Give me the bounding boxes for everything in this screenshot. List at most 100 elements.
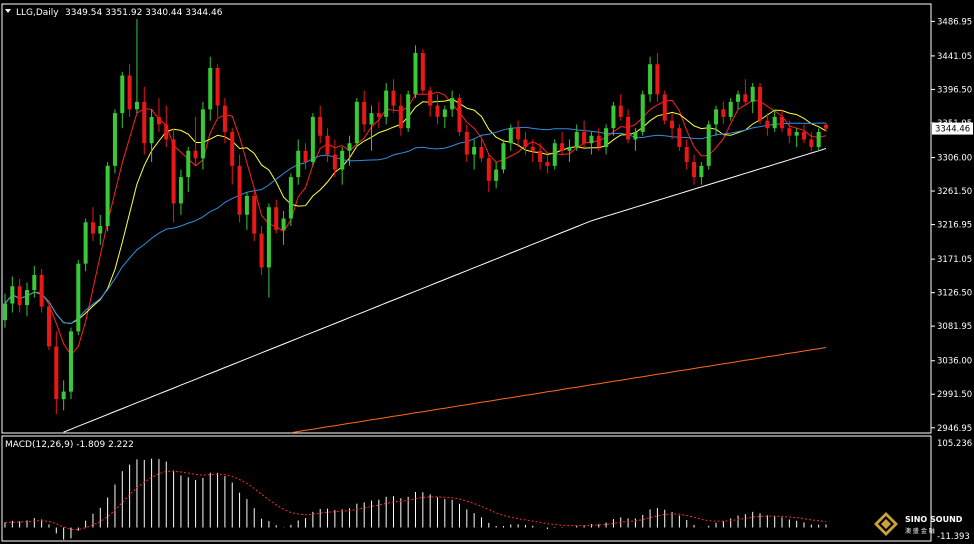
- macd-label: MACD(12,26,9) -1.809 2.222: [5, 440, 134, 450]
- candle-body: [200, 109, 205, 159]
- price-tick-label: 3306.00: [937, 154, 972, 164]
- candle-body: [457, 98, 462, 132]
- candle-body: [596, 135, 601, 147]
- candle-body: [750, 86, 755, 102]
- candle-body: [54, 346, 59, 400]
- candle-body: [98, 226, 103, 234]
- price-tick-label: 3171.05: [937, 255, 972, 265]
- candle-body: [794, 131, 799, 136]
- candle-body: [420, 52, 425, 91]
- price-axis: 3486.953441.053396.503351.953306.003261.…: [931, 17, 973, 434]
- candle-body: [589, 135, 594, 144]
- price-tick-label: 3486.95: [937, 17, 972, 27]
- candle-body: [142, 101, 147, 144]
- candle-body: [538, 150, 543, 163]
- candle-body: [472, 147, 477, 155]
- candle-body: [816, 131, 821, 147]
- candle-body: [699, 165, 704, 178]
- candle-body: [134, 101, 139, 110]
- candle-body: [670, 120, 675, 129]
- candle-body: [112, 113, 117, 166]
- candle-body: [787, 128, 792, 136]
- candle-body: [692, 162, 697, 178]
- candle-body: [362, 101, 367, 125]
- price-tick-label: 2991.50: [937, 390, 972, 400]
- candle-body: [325, 135, 330, 155]
- candle-body: [516, 128, 521, 140]
- candle-body: [76, 263, 81, 332]
- logo-name: SINO SOUND: [905, 515, 963, 524]
- last-price-marker: [932, 122, 973, 135]
- candle-body: [604, 128, 609, 147]
- candle-body: [120, 75, 125, 114]
- candle-body: [310, 116, 315, 163]
- candle-body: [68, 331, 73, 392]
- candle-body: [494, 169, 499, 181]
- candle-body: [186, 150, 191, 178]
- macd-header: MACD(12,26,9) -1.809 2.222: [5, 440, 134, 450]
- ohlc-values: 3349.54 3351.92 3340.44 3344.46: [65, 8, 223, 18]
- macd-pane-border: [1, 435, 932, 542]
- candle-body: [677, 128, 682, 147]
- candle-body: [259, 233, 264, 268]
- price-tick-label: 3441.05: [937, 52, 972, 62]
- candle-body: [10, 286, 15, 304]
- candle-body: [230, 131, 235, 166]
- dropdown-triangle-icon[interactable]: [5, 9, 11, 13]
- candle-body: [684, 147, 689, 163]
- candle-body: [340, 150, 345, 170]
- candle-body: [149, 116, 154, 144]
- price-tick-label: 3396.50: [937, 85, 972, 95]
- candle-body: [464, 131, 469, 155]
- ma10-line: [4, 98, 827, 325]
- candle-body: [32, 274, 37, 290]
- candle-body: [90, 222, 95, 234]
- candle-body: [743, 94, 748, 102]
- moving-average-lines: [4, 91, 827, 434]
- candle-body: [706, 124, 711, 166]
- candle-body: [171, 139, 176, 204]
- last-price-label: 3344.46: [935, 125, 970, 135]
- macd-signal-line: [4, 470, 827, 531]
- candle-body: [523, 139, 528, 147]
- candle-body: [640, 94, 645, 132]
- candle-body: [252, 195, 257, 234]
- candle-body: [332, 154, 337, 170]
- price-tick-label: 2946.95: [937, 424, 972, 434]
- candle-body: [618, 105, 623, 117]
- candle-body: [560, 143, 565, 151]
- candle-body: [274, 207, 279, 230]
- candle-body: [244, 195, 249, 215]
- candle-body: [450, 98, 455, 110]
- ma60-line: [63, 148, 827, 433]
- candle-body: [215, 67, 220, 106]
- candle-body: [574, 131, 579, 147]
- candle-body: [479, 147, 484, 159]
- candle-body: [61, 391, 66, 400]
- candle-body: [633, 131, 638, 140]
- candle-body: [406, 94, 411, 129]
- candle-body: [281, 218, 286, 230]
- price-tick-label: 3126.50: [937, 289, 972, 299]
- candle-body: [178, 177, 183, 204]
- candle-body: [772, 116, 777, 129]
- candle-body: [303, 150, 308, 163]
- candle-body: [728, 101, 733, 117]
- candle-body: [17, 286, 22, 306]
- candle-body: [156, 116, 161, 125]
- candle-body: [391, 90, 396, 106]
- candle-body: [222, 105, 227, 132]
- price-pane-border: [1, 3, 932, 434]
- candle-body: [442, 109, 447, 117]
- candle-body: [714, 109, 719, 125]
- candle-body: [105, 165, 110, 227]
- candle-body: [413, 52, 418, 95]
- macd-axis-top: 105.236: [937, 439, 972, 449]
- candle-body: [530, 147, 535, 151]
- macd-axis-bottom: -11.393: [937, 532, 970, 542]
- price-tick-label: 3081.95: [937, 322, 972, 332]
- candle-body: [655, 64, 660, 95]
- candle-body: [662, 94, 667, 121]
- candle-body: [435, 105, 440, 117]
